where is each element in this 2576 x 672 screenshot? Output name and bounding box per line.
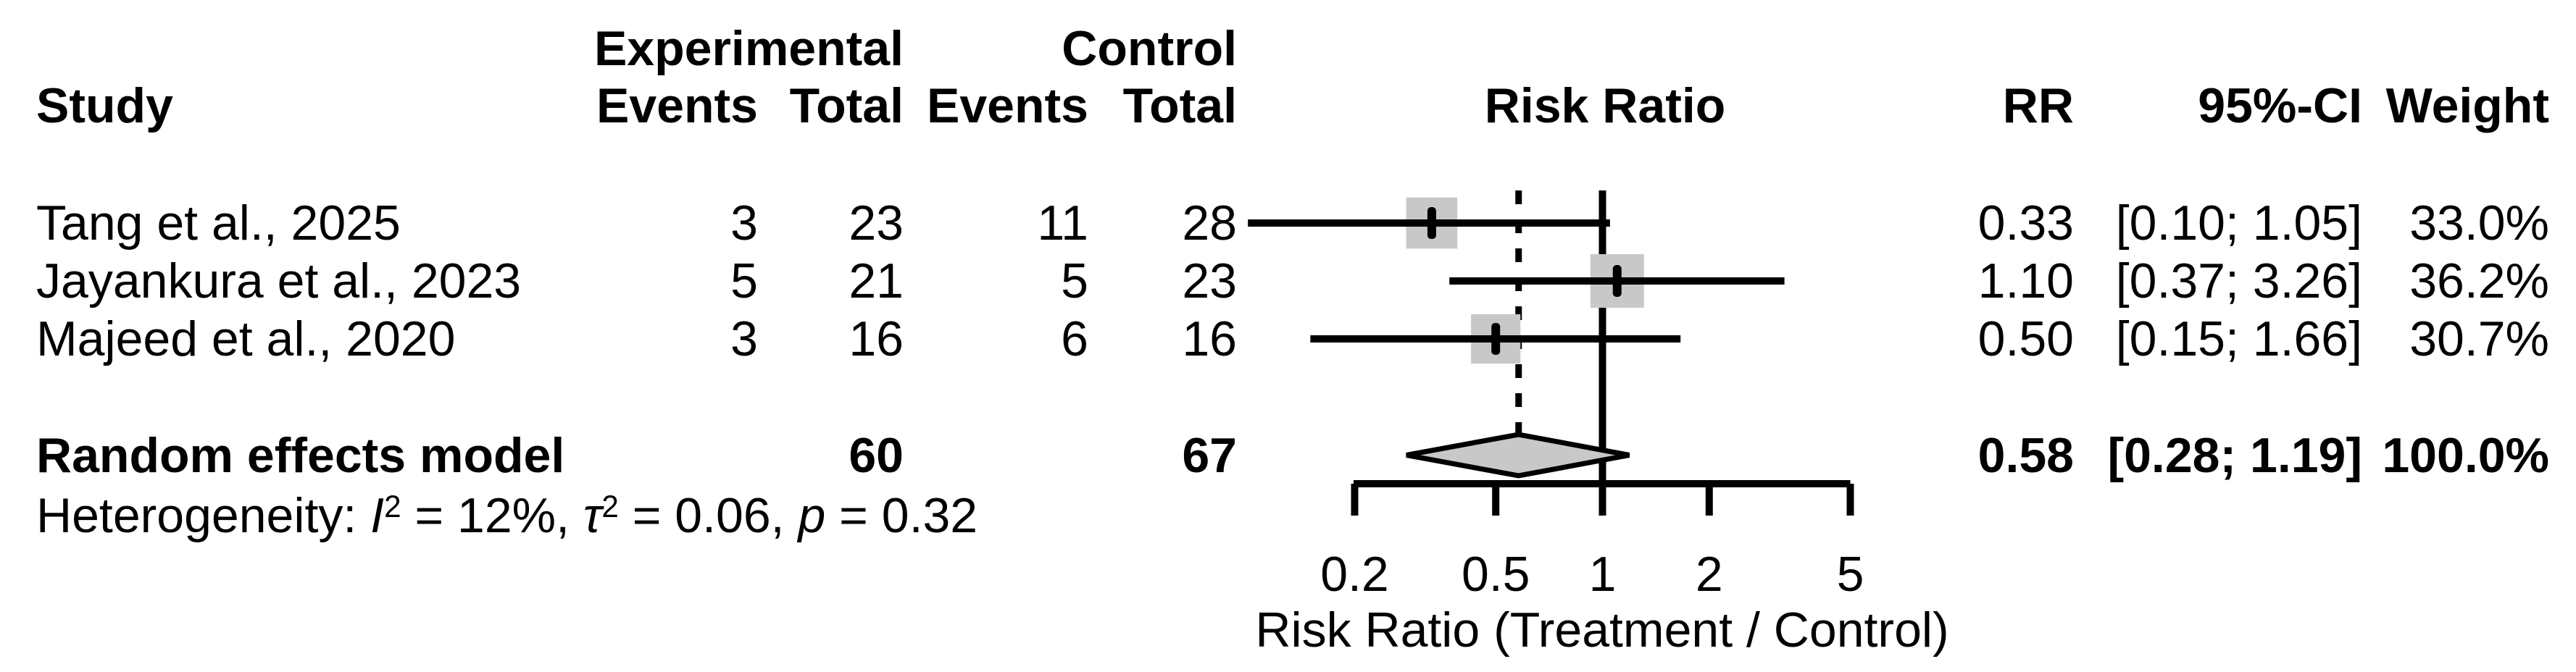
study-name: Tang et al., 2025 [36,196,401,251]
header-exp-events: Events [596,78,758,133]
point-estimate-marker [1491,323,1501,355]
exp-total-value: 16 [849,311,904,366]
exp-events-value: 5 [730,253,758,308]
study-name: Majeed et al., 2020 [36,311,456,366]
pooled-exp-total: 60 [849,428,904,483]
exp-total-value: 21 [849,253,904,308]
tau-squared-exponent: 2 [601,489,619,524]
weight-value: 30.7% [2409,311,2549,366]
heterogeneity-seg1: = 12%, [401,488,583,543]
heterogeneity-text: Heterogeneity: I2 = 12%, τ2 = 0.06, p = … [36,491,978,540]
header-ctrl-total: Total [1122,78,1237,133]
header-weight: Weight [2385,78,2549,133]
i-squared-exponent: 2 [384,489,401,524]
tick-label: 1 [1588,547,1617,602]
header-ci: 95%-CI [2198,78,2362,133]
exp-total-value: 23 [849,196,904,251]
study-name: Jayankura et al., 2023 [36,253,522,308]
pooled-diamond [1406,432,1630,479]
heterogeneity-seg2: = 0.06, [618,488,799,543]
rr-value: 0.50 [1977,311,2074,366]
rr-value: 0.33 [1977,196,2074,251]
ctrl-events-value: 5 [1061,253,1088,308]
header-risk-ratio: Risk Ratio [1484,78,1726,133]
ctrl-total-value: 28 [1182,196,1237,251]
pooled-ci-value: [0.28; 1.19] [2107,428,2362,483]
header-rr: RR [2002,78,2074,133]
pooled-model-label: Random effects model [36,428,565,483]
pooled-weight-value: 100.0% [2382,428,2549,483]
rr-value: 1.10 [1977,253,2074,308]
weight-value: 36.2% [2409,253,2549,308]
pooled-rr-value: 0.58 [1977,428,2074,483]
tau-squared-symbol: τ [583,488,602,543]
exp-events-value: 3 [730,196,758,251]
heterogeneity-prefix: Heterogeneity: [36,488,371,543]
header-group-experimental: Experimental [593,21,904,76]
weight-value: 33.0% [2409,196,2549,251]
p-symbol: p [798,488,826,543]
exp-events-value: 3 [730,311,758,366]
axis-title: Risk Ratio (Treatment / Control) [1255,602,1949,658]
tick-label: 0.2 [1320,547,1389,602]
header-ctrl-events: Events [927,78,1088,133]
ctrl-events-value: 6 [1061,311,1088,366]
ci-value: [0.15; 1.66] [2115,311,2362,366]
ctrl-events-value: 11 [1037,196,1088,251]
tick-label: 0.5 [1461,547,1530,602]
header-study: Study [36,78,173,133]
point-estimate-marker [1612,265,1622,297]
point-estimate-marker [1427,207,1436,239]
ctrl-total-value: 23 [1182,253,1237,308]
tick-label: 2 [1695,547,1723,602]
i-squared-symbol: I [370,488,385,543]
header-group-control: Control [1062,21,1237,76]
ci-value: [0.10; 1.05] [2115,196,2362,251]
header-exp-total: Total [789,78,904,133]
ctrl-total-value: 16 [1182,311,1237,366]
ci-value: [0.37; 3.26] [2115,253,2362,308]
tick-label: 5 [1836,547,1864,602]
heterogeneity-seg3: = 0.32 [825,488,978,543]
pooled-ctrl-total: 67 [1182,428,1237,483]
